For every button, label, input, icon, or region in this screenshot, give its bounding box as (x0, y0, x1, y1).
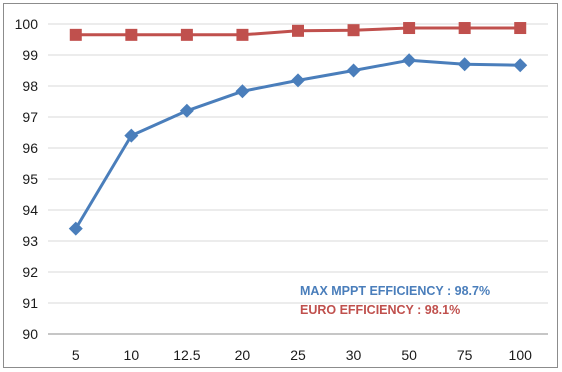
x-tick-label: 5 (72, 347, 80, 363)
x-tick-label: 75 (457, 347, 473, 363)
x-tick-label: 50 (401, 347, 417, 363)
x-tick-label: 12.5 (173, 347, 200, 363)
x-tick-label: 100 (509, 347, 533, 363)
max-mppt-efficiency-annotation: MAX MPPT EFFICIENCY : 98.7% (300, 284, 491, 298)
y-tick-label: 97 (22, 109, 38, 125)
y-tick-label: 96 (22, 140, 38, 156)
y-tick-label: 90 (22, 326, 38, 342)
diamond-point-marker (291, 73, 305, 88)
x-tick-label: 10 (124, 347, 140, 363)
y-tick-label: 98 (22, 78, 38, 94)
euro-efficiency-annotation: EURO EFFICIENCY : 98.1% (300, 303, 461, 317)
y-tick-label: 99 (22, 47, 38, 63)
y-tick-label: 93 (22, 233, 38, 249)
diamond-point-marker (124, 128, 139, 143)
square-point-marker (514, 22, 527, 35)
x-tick-label: 25 (290, 347, 306, 363)
square-point-marker (236, 28, 249, 41)
x-tick-label: 30 (346, 347, 362, 363)
y-tick-label: 92 (22, 264, 38, 280)
y-tick-label: 91 (22, 295, 38, 311)
diamond-point-marker (179, 103, 194, 118)
square-point-marker (458, 22, 471, 35)
x-tick-label: 20 (235, 347, 251, 363)
y-tick-label: 100 (15, 16, 39, 32)
square-point-marker (347, 24, 360, 37)
diamond-point-marker (68, 221, 83, 236)
diamond-point-marker (346, 63, 361, 78)
square-point-marker (180, 28, 193, 41)
y-tick-label: 95 (22, 171, 38, 187)
square-point-marker (292, 24, 304, 37)
diamond-point-marker (513, 58, 528, 73)
diamond-point-marker (402, 53, 417, 68)
y-tick-label: 94 (22, 202, 38, 218)
square-point-marker (403, 22, 416, 35)
diamond-point-marker (235, 84, 250, 99)
square-point-marker (125, 28, 138, 41)
diamond-point-marker (457, 57, 472, 72)
square-point-marker (69, 28, 82, 41)
